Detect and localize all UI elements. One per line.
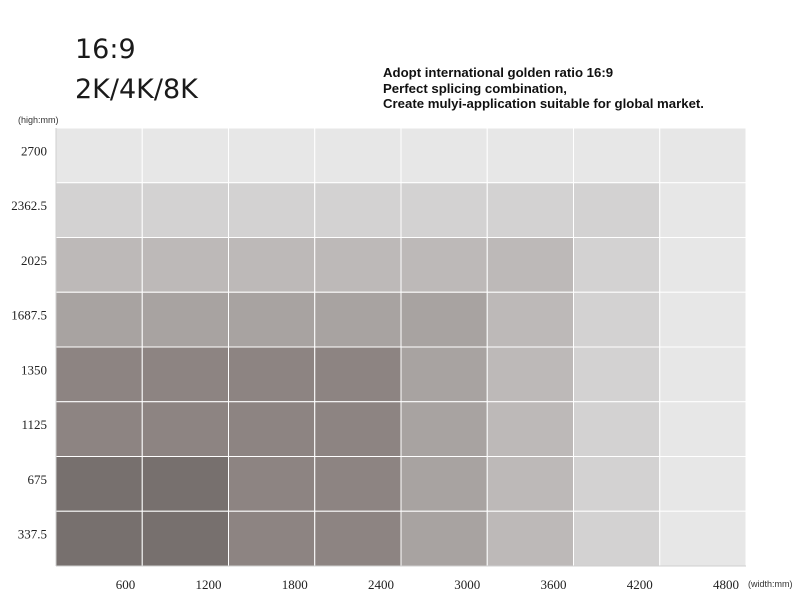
heatmap-cell	[314, 456, 402, 512]
heatmap-cell	[55, 456, 143, 512]
heatmap-cell	[486, 456, 574, 512]
tagline-line-3: Create mulyi-application suitable for gl…	[383, 96, 704, 111]
y-tick-label: 2700	[21, 143, 47, 158]
heatmap-cell	[314, 401, 402, 457]
heatmap-cell	[400, 510, 488, 567]
heatmap-cell	[486, 237, 574, 293]
heatmap-cell	[55, 291, 143, 348]
heatmap-cell	[141, 182, 229, 238]
x-tick-label: 3600	[541, 577, 567, 592]
heatmap-cell	[141, 346, 229, 403]
heatmap-cell	[573, 182, 661, 238]
heatmap-cell	[314, 237, 402, 293]
heatmap-cell	[573, 401, 661, 457]
heatmap-cell	[55, 510, 143, 567]
heatmap-cell	[141, 456, 229, 512]
heatmap-cell	[400, 346, 488, 403]
heatmap-cell	[659, 401, 747, 457]
y-axis-unit-label: (high:mm)	[18, 115, 59, 125]
heatmap-cell	[573, 456, 661, 512]
heatmap-cell	[141, 401, 229, 457]
title-aspect-ratio: 16:9	[75, 34, 136, 65]
heatmap-cell	[55, 127, 143, 184]
title-resolutions: 2K/4K/8K	[75, 74, 198, 105]
heatmap-cell	[314, 127, 402, 184]
heatmap-cell	[659, 182, 747, 238]
heatmap-cell	[400, 237, 488, 293]
heatmap-cell	[573, 346, 661, 403]
heatmap-cell	[659, 456, 747, 512]
heatmap-cell	[228, 182, 316, 238]
x-tick-label: 2400	[368, 577, 394, 592]
y-tick-label: 1125	[21, 417, 47, 432]
x-tick-label: 3000	[454, 577, 480, 592]
x-tick-label: 1800	[282, 577, 308, 592]
heatmap-cell	[314, 182, 402, 238]
heatmap-cell	[486, 401, 574, 457]
heatmap-cell	[573, 237, 661, 293]
y-tick-label: 675	[28, 472, 48, 487]
heatmap-cell	[659, 510, 747, 567]
heatmap-cell	[659, 237, 747, 293]
heatmap-cell	[486, 127, 574, 184]
heatmap-cell	[141, 237, 229, 293]
heatmap-cell	[486, 346, 574, 403]
heatmap-cell	[141, 510, 229, 567]
y-tick-label: 337.5	[18, 527, 47, 542]
heatmap-cell	[228, 346, 316, 403]
heatmap-cell	[486, 510, 574, 567]
heatmap-cell	[400, 401, 488, 457]
heatmap-cell	[228, 456, 316, 512]
heatmap-cell	[659, 291, 747, 348]
heatmap-cell	[400, 182, 488, 238]
x-tick-label: 1200	[196, 577, 222, 592]
heatmap-cell	[314, 346, 402, 403]
heatmap-cell	[573, 127, 661, 184]
heatmap-cell	[141, 291, 229, 348]
heatmap-cell	[659, 346, 747, 403]
heatmap-cell	[400, 291, 488, 348]
x-axis-unit-label: (width:mm)	[748, 579, 793, 589]
heatmap-cell	[55, 401, 143, 457]
heatmap-cell	[486, 291, 574, 348]
y-tick-label: 1687.5	[11, 308, 47, 323]
heatmap-cell	[314, 510, 402, 567]
heatmap-cell	[228, 291, 316, 348]
heatmap-cell	[314, 291, 402, 348]
heatmap-cell	[55, 346, 143, 403]
tagline-line-2: Perfect splicing combination,	[383, 81, 567, 96]
heatmap-cell	[573, 291, 661, 348]
x-tick-label: 4800	[713, 577, 739, 592]
heatmap-cell	[400, 456, 488, 512]
y-tick-label: 1350	[21, 362, 47, 377]
y-tick-label: 2025	[21, 253, 47, 268]
x-tick-label: 4200	[627, 577, 653, 592]
tagline-line-1: Adopt international golden ratio 16:9	[383, 65, 614, 80]
heatmap-cell	[55, 182, 143, 238]
heatmap-cell	[573, 510, 661, 567]
heatmap-cell	[55, 237, 143, 293]
heatmap-cell	[228, 510, 316, 567]
heatmap-cell	[228, 401, 316, 457]
heatmap-cell	[400, 127, 488, 184]
heatmap-cell	[228, 127, 316, 184]
heatmap-cell	[141, 127, 229, 184]
y-tick-label: 2362.5	[11, 198, 47, 213]
heatmap-cell	[659, 127, 747, 184]
heatmap-cell	[228, 237, 316, 293]
heatmap-cell	[486, 182, 574, 238]
x-tick-label: 600	[116, 577, 136, 592]
